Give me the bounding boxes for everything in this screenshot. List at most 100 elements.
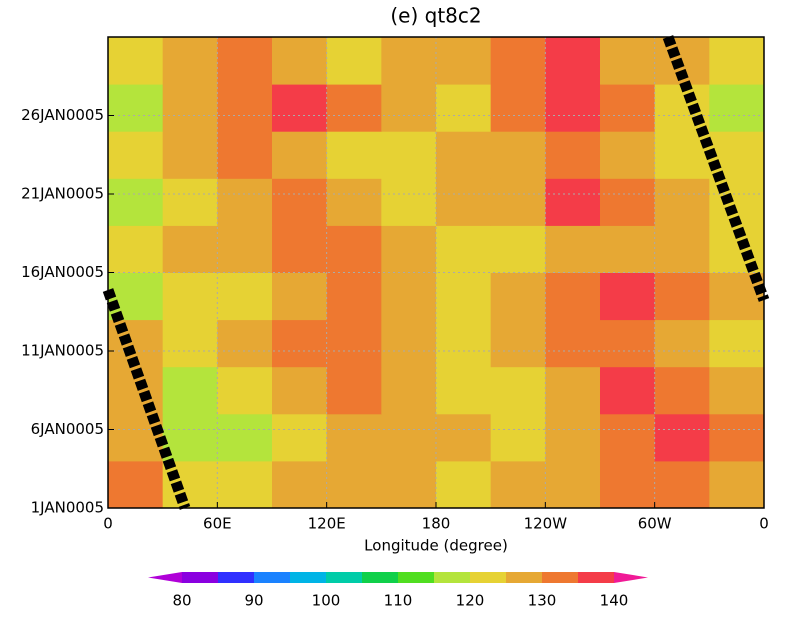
contour-cell xyxy=(436,131,492,179)
contour-cell xyxy=(381,272,437,321)
contour-cell xyxy=(545,37,601,85)
colorbar-label: 130 xyxy=(528,592,557,610)
contour-cell xyxy=(654,272,710,321)
contour-cell xyxy=(162,413,218,462)
y-tick-label: 1JAN0005 xyxy=(31,499,104,517)
contour-cell xyxy=(545,413,601,462)
colorbar-box xyxy=(290,572,327,583)
contour-cell xyxy=(326,460,382,509)
colorbar-label: 100 xyxy=(312,592,341,610)
x-tick-label: 60E xyxy=(203,515,232,533)
contour-cell xyxy=(490,225,546,273)
contour-cell xyxy=(217,272,273,321)
contour-cell xyxy=(381,37,437,85)
colorbar-label: 140 xyxy=(600,592,629,610)
contour-cell xyxy=(162,178,218,226)
contour-cell xyxy=(272,366,328,415)
contour-cell xyxy=(600,366,656,415)
contour-cell xyxy=(162,319,218,368)
contour-cell xyxy=(272,413,328,462)
x-tick-label: 0 xyxy=(103,515,113,533)
contour-cell xyxy=(545,319,601,368)
contour-cell xyxy=(217,84,273,132)
contour-cell xyxy=(545,131,601,179)
contour-cell xyxy=(654,178,710,226)
colorbar-box xyxy=(506,572,543,583)
contour-cell xyxy=(272,319,328,368)
y-tick-label: 6JAN0005 xyxy=(31,420,104,438)
contour-cell xyxy=(217,131,273,179)
x-tick-label: 60W xyxy=(638,515,672,533)
contour-cell xyxy=(217,37,273,85)
contour-cell xyxy=(436,84,492,132)
contour-cell xyxy=(326,37,382,85)
contour-cell xyxy=(436,178,492,226)
y-tick-label: 26JAN0005 xyxy=(21,106,104,124)
plot-frame xyxy=(107,36,765,509)
contour-cell xyxy=(436,413,492,462)
contour-cell xyxy=(272,131,328,179)
colorbar-box xyxy=(218,572,255,583)
contour-cell xyxy=(162,37,218,85)
colorbar-box xyxy=(542,572,579,583)
contour-cell xyxy=(709,131,765,179)
contour-cell xyxy=(709,460,765,509)
colorbar: 80 90 100 110 120 130 140 xyxy=(148,572,648,610)
contour-cell xyxy=(381,131,437,179)
contour-cell xyxy=(600,225,656,273)
y-tick-label: 11JAN0005 xyxy=(21,342,104,360)
contour-cell xyxy=(436,225,492,273)
contour-cell xyxy=(272,37,328,85)
contour-cell xyxy=(381,460,437,509)
contour-cell xyxy=(326,131,382,179)
contour-cell xyxy=(108,178,164,226)
trajectory-line xyxy=(102,288,191,510)
contour-cell xyxy=(162,225,218,273)
contour-cell xyxy=(709,366,765,415)
colorbar-above xyxy=(614,572,648,583)
contour-cell xyxy=(490,366,546,415)
colorbar-below xyxy=(148,572,182,583)
contour-cell xyxy=(600,178,656,226)
contour-cell xyxy=(326,366,382,415)
contour-field xyxy=(108,37,765,509)
colorbar-box xyxy=(398,572,435,583)
contour-cell xyxy=(490,319,546,368)
colorbar-box xyxy=(434,572,471,583)
contour-cell xyxy=(600,84,656,132)
contour-cell xyxy=(545,366,601,415)
colorbar-label: 120 xyxy=(456,592,485,610)
contour-cell xyxy=(326,319,382,368)
contour-cell xyxy=(326,225,382,273)
colorbar-box xyxy=(470,572,507,583)
contour-cell xyxy=(709,84,765,132)
chart-title: (e) qt8c2 xyxy=(390,4,481,28)
x-tick-label: 0 xyxy=(759,515,769,533)
contour-cell xyxy=(545,272,601,321)
contour-cell xyxy=(162,84,218,132)
contour-cell xyxy=(381,319,437,368)
contour-cell xyxy=(108,225,164,273)
contour-cell xyxy=(326,178,382,226)
contour-cell xyxy=(490,84,546,132)
contour-cell xyxy=(490,272,546,321)
contour-cell xyxy=(654,366,710,415)
contour-cell xyxy=(654,131,710,179)
contour-cell xyxy=(600,272,656,321)
contour-cell xyxy=(217,413,273,462)
contour-cell xyxy=(490,413,546,462)
x-tick-label: 180 xyxy=(422,515,451,533)
contour-cell xyxy=(436,319,492,368)
y-tick-label: 21JAN0005 xyxy=(21,185,104,203)
contour-cell xyxy=(108,131,164,179)
contour-cell xyxy=(381,366,437,415)
contour-cell xyxy=(654,460,710,509)
contour-cell xyxy=(545,460,601,509)
contour-cell xyxy=(326,272,382,321)
contour-cell xyxy=(600,319,656,368)
x-tick-label: 120E xyxy=(308,515,346,533)
trajectory-line xyxy=(662,35,770,302)
contour-cell xyxy=(272,272,328,321)
contour-cell xyxy=(272,225,328,273)
contour-cell xyxy=(108,272,164,321)
